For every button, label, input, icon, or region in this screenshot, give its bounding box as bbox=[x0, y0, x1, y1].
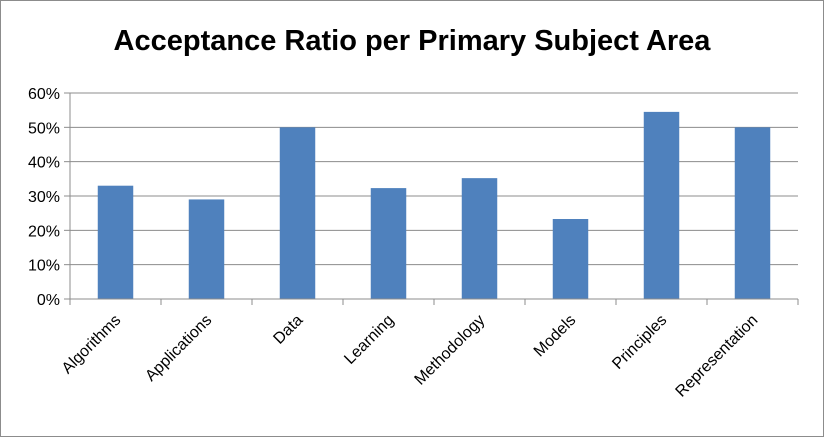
bar-algorithms bbox=[97, 185, 134, 299]
bar-data bbox=[279, 127, 316, 299]
axes bbox=[64, 92, 799, 305]
bar-representation bbox=[734, 127, 771, 299]
bar-principles bbox=[643, 111, 680, 299]
y-tick-label: 30% bbox=[28, 189, 60, 206]
x-tick-label: Models bbox=[531, 312, 579, 360]
y-tick-label: 20% bbox=[28, 223, 60, 240]
bar-models bbox=[552, 219, 589, 299]
x-tick-label: Methodology bbox=[412, 312, 489, 389]
x-tick-label: Representation bbox=[673, 312, 762, 401]
gridlines bbox=[70, 92, 798, 266]
bar-applications bbox=[188, 199, 225, 299]
x-tick-labels: Algorithms Applications Data Learning Method… bbox=[59, 312, 761, 401]
bar-learning bbox=[370, 188, 407, 299]
y-tick-label: 10% bbox=[28, 258, 60, 275]
x-tick-label: Principles bbox=[609, 312, 670, 373]
x-tick-label: Data bbox=[270, 312, 306, 348]
chart-title: Acceptance Ratio per Primary Subject Are… bbox=[113, 25, 711, 57]
y-tick-label: 60% bbox=[28, 86, 60, 103]
x-tick-label: Applications bbox=[142, 312, 215, 385]
y-tick-labels: 0% 10% 20% 30% 40% 50% 60% bbox=[28, 86, 60, 309]
x-tick-label: Learning bbox=[341, 312, 397, 368]
bars bbox=[97, 111, 771, 299]
y-tick-label: 0% bbox=[37, 292, 60, 309]
bar-methodology bbox=[461, 178, 498, 299]
y-tick-label: 40% bbox=[28, 155, 60, 172]
y-tick-label: 50% bbox=[28, 120, 60, 137]
x-tick-label: Algorithms bbox=[59, 312, 124, 377]
